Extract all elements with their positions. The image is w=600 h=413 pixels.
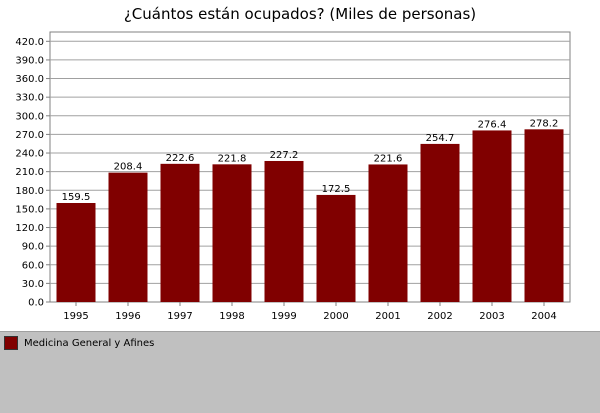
- bar-2002: [420, 143, 460, 302]
- y-tick-label: 150.0: [15, 204, 44, 215]
- data-label: 159.5: [62, 192, 91, 203]
- bar-1997: [160, 163, 200, 302]
- y-tick-label: 300.0: [15, 111, 44, 122]
- bar-2003: [472, 130, 512, 302]
- y-tick-label: 180.0: [15, 186, 44, 197]
- y-tick-label: 30.0: [22, 279, 44, 290]
- bar-2001: [368, 164, 408, 302]
- legend-label: Medicina General y Afines: [24, 337, 155, 349]
- x-tick-label: 1998: [219, 311, 244, 322]
- y-tick-label: 60.0: [22, 260, 44, 271]
- x-tick-label: 1997: [167, 311, 192, 322]
- x-tick-label: 1999: [271, 311, 296, 322]
- y-tick-label: 120.0: [15, 223, 44, 234]
- data-label: 221.8: [218, 153, 247, 164]
- data-label: 172.5: [322, 184, 351, 195]
- x-tick-label: 1995: [63, 311, 88, 322]
- x-axis-ticks: 1995 1996 1997 1998 1999 2000 2001 2002 2003 2004: [63, 302, 557, 322]
- y-tick-label: 330.0: [15, 93, 44, 104]
- y-tick-label: 270.0: [15, 130, 44, 141]
- x-tick-label: 2003: [479, 311, 504, 322]
- bar-chart: 0.0 30.0 60.0 90.0 120.0 150.0 180.0 210.0 240.0…: [15, 31, 571, 322]
- legend-swatch: [4, 336, 18, 350]
- x-tick-label: 1996: [115, 311, 140, 322]
- data-label: 222.6: [166, 153, 195, 164]
- bar-2004: [524, 129, 564, 302]
- bar-1998: [212, 164, 252, 302]
- data-label: 208.4: [114, 162, 143, 173]
- y-tick-label: 240.0: [15, 149, 44, 160]
- bar-1999: [264, 160, 304, 302]
- y-tick-label: 210.0: [15, 167, 44, 178]
- y-tick-label: 0.0: [28, 298, 44, 309]
- y-tick-label: 390.0: [15, 55, 44, 66]
- bar-1996: [108, 172, 148, 302]
- y-tick-label: 90.0: [22, 242, 44, 253]
- data-label: 227.2: [270, 150, 299, 161]
- bars: [56, 129, 564, 302]
- bar-2000: [316, 194, 356, 302]
- data-label: 278.2: [530, 118, 559, 129]
- x-tick-label: 2002: [427, 311, 452, 322]
- data-label: 276.4: [478, 119, 507, 130]
- x-tick-label: 2004: [531, 311, 556, 322]
- y-tick-label: 420.0: [15, 37, 44, 48]
- data-label: 221.6: [374, 153, 403, 164]
- x-tick-label: 2000: [323, 311, 348, 322]
- data-label: 254.7: [426, 133, 455, 144]
- x-tick-label: 2001: [375, 311, 400, 322]
- legend: Medicina General y Afines: [0, 331, 600, 413]
- bar-1995: [56, 203, 96, 302]
- y-axis-ticks: 0.0 30.0 60.0 90.0 120.0 150.0 180.0 210.0 240.0…: [15, 37, 50, 309]
- chart-title: ¿Cuántos están ocupados? (Miles de perso…: [123, 5, 477, 23]
- y-tick-label: 360.0: [15, 74, 44, 85]
- legend-item: Medicina General y Afines: [4, 336, 154, 350]
- data-labels: 159.5 208.4 222.6 221.8 227.2 172.5 221.6 254.7…: [62, 118, 559, 203]
